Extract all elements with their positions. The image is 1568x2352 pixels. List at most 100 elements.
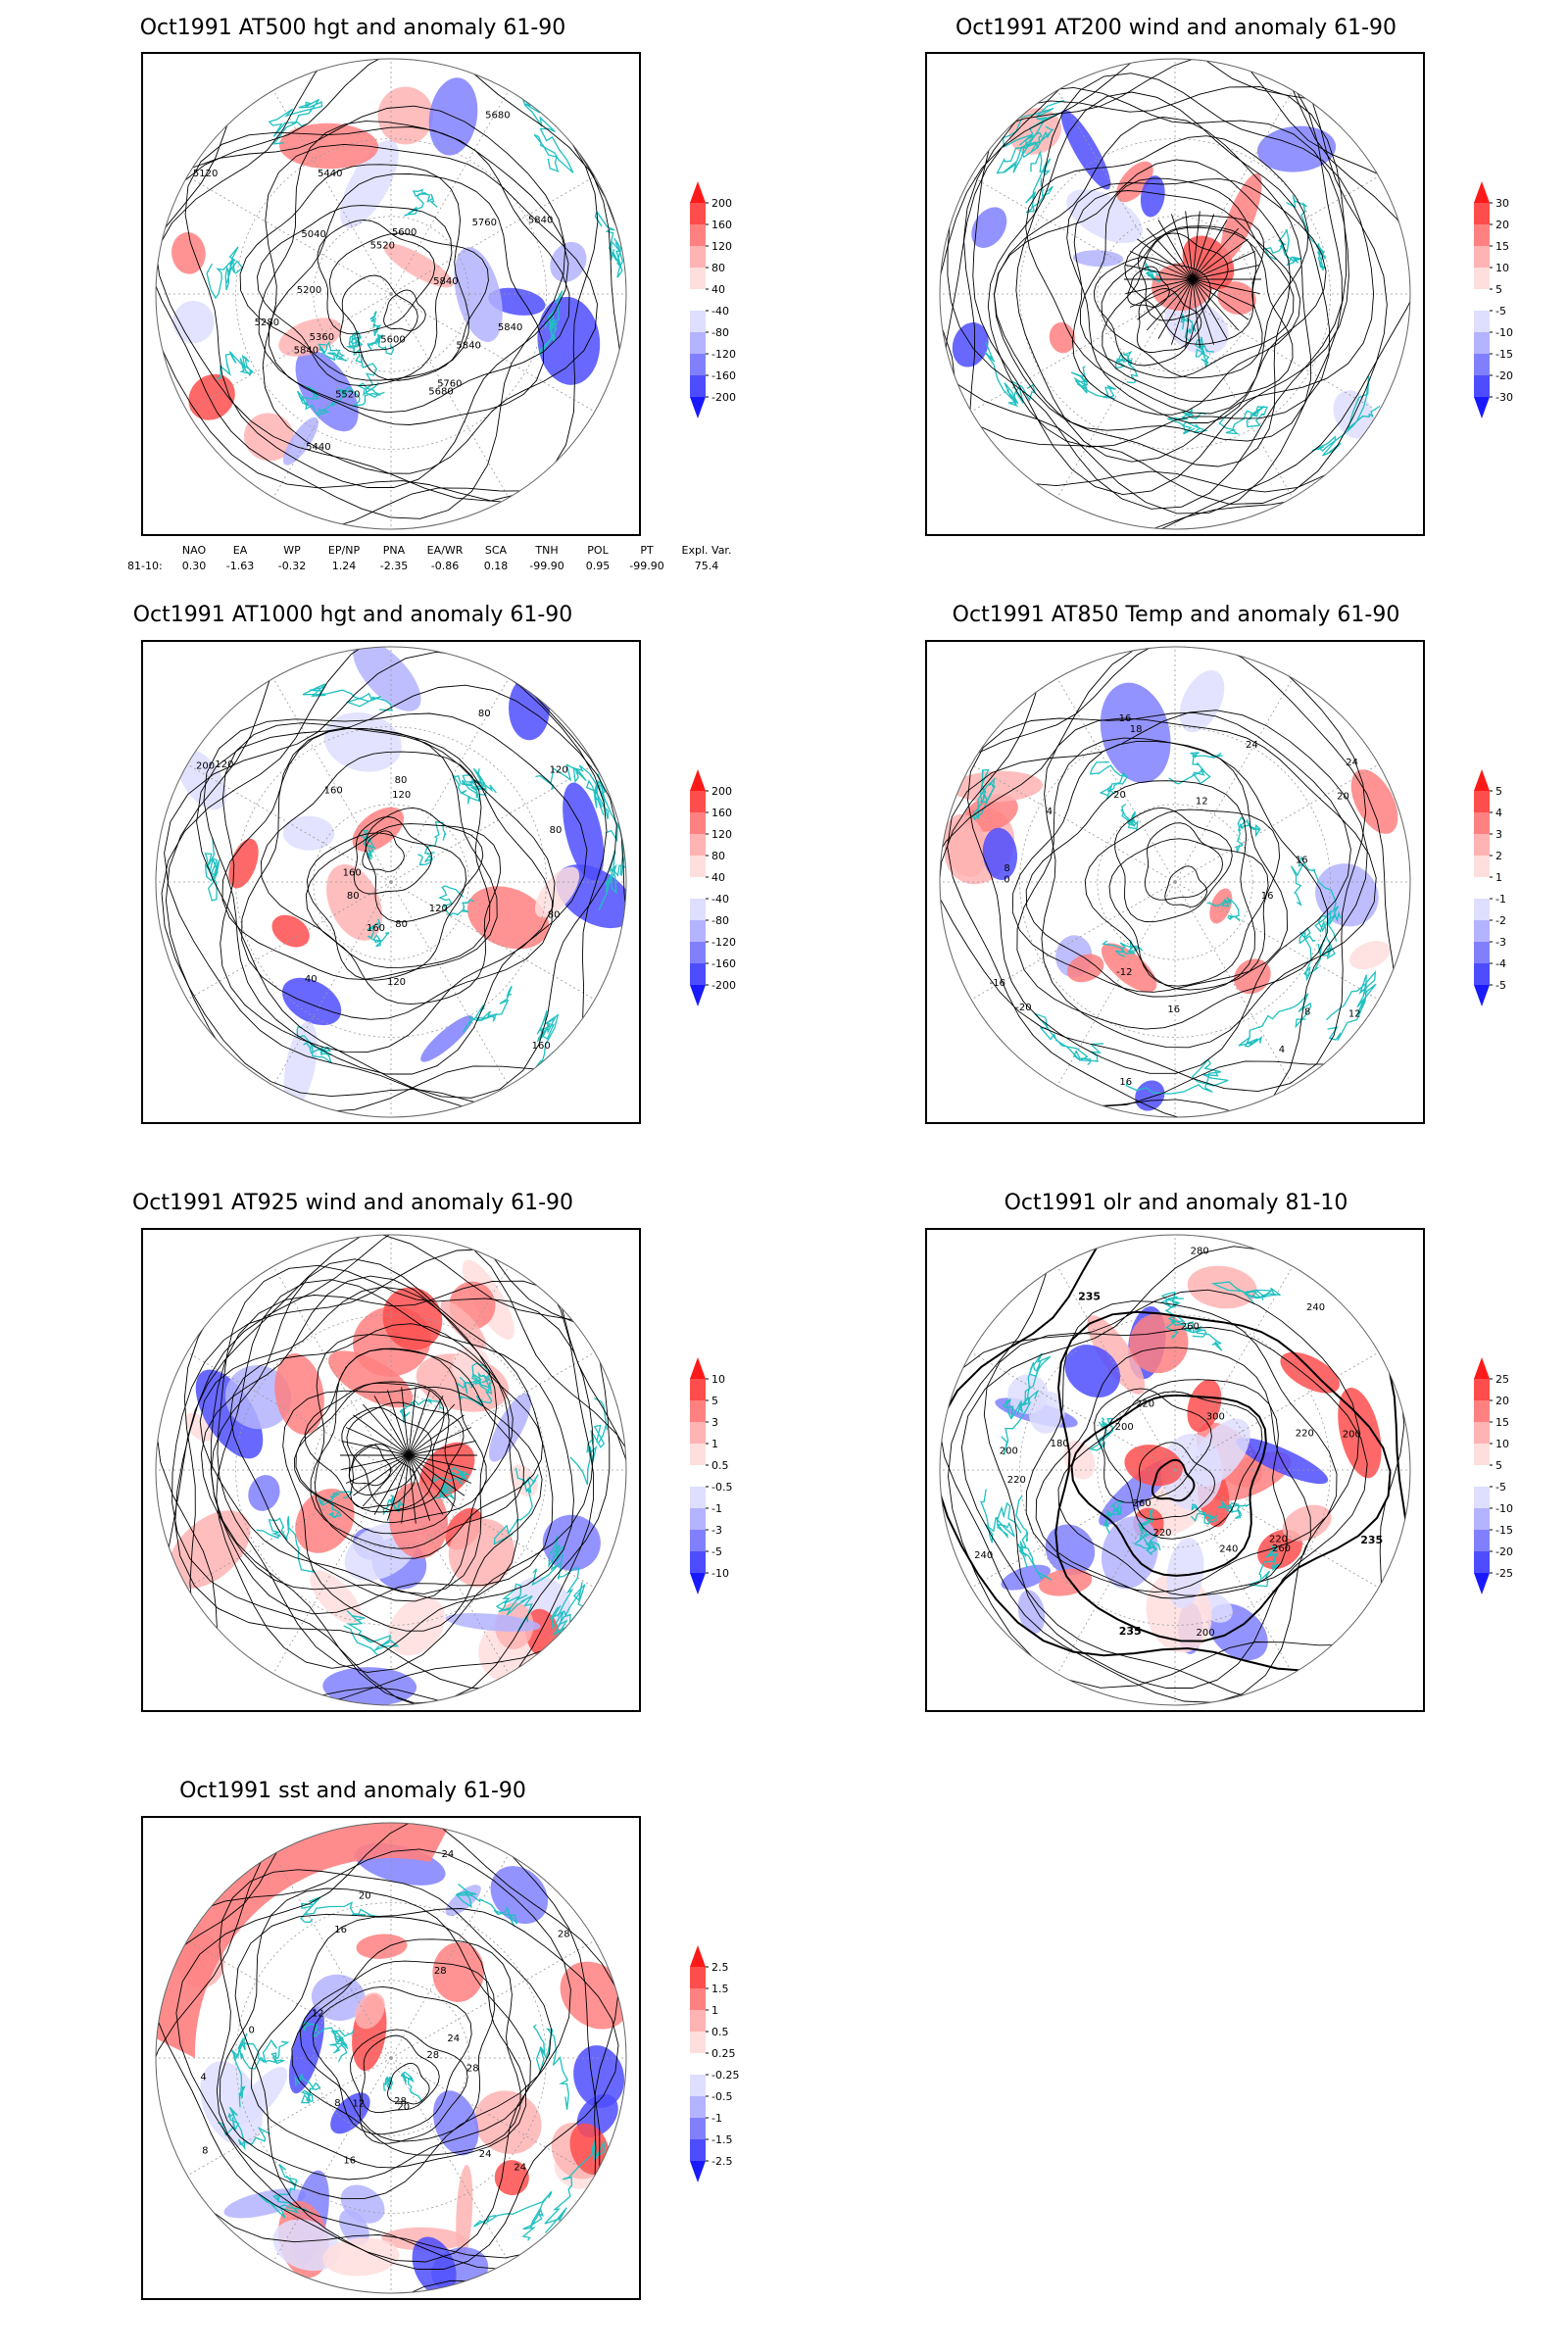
- latitude-circle: [235, 138, 547, 450]
- contour-label: 28: [466, 2064, 479, 2075]
- colorbar-label: -15: [1495, 1524, 1513, 1537]
- streamline: [304, 1382, 445, 1513]
- anomaly-shading: [534, 866, 580, 918]
- colorbar-olr: 25 20 15 10 5 -5 -10 -15 -20 -25: [1474, 1357, 1513, 1594]
- streamline: [408, 1454, 431, 1521]
- anomaly-shading: [982, 827, 1018, 881]
- colorbar-label: -200: [711, 979, 736, 992]
- anomaly-shading: [382, 1287, 443, 1350]
- colorbar-label: 25: [1495, 1373, 1509, 1386]
- contour-label: 8: [1004, 863, 1009, 874]
- contour-label: 80: [478, 709, 491, 719]
- coastline: [531, 1535, 580, 1617]
- map-sst: 28 24 24 20 28 16 12 8 8 4 0 12 16 20 24 28 28 24 28: [141, 1816, 641, 2300]
- streamline: [1192, 238, 1249, 280]
- contour-label: 180: [1051, 1439, 1069, 1449]
- contour-label: 5680: [485, 111, 510, 122]
- colorbar-segment: [690, 397, 706, 418]
- latitude-circle: [313, 1980, 469, 2136]
- colorbar-label: -20: [1495, 1545, 1513, 1558]
- latitude-circle: [235, 1314, 547, 1626]
- streamline: [314, 1334, 544, 1559]
- contour-label: 4: [200, 2072, 206, 2082]
- streamline: [229, 1323, 514, 1602]
- coastline: [1167, 408, 1208, 435]
- coastline: [301, 2021, 345, 2043]
- coastline: [1070, 366, 1116, 400]
- coastline: [996, 99, 1064, 174]
- coastline: [217, 2106, 270, 2151]
- colorbar-segment: [1474, 246, 1490, 268]
- anomaly-shading: [282, 815, 335, 851]
- colorbar-segment: [1474, 1444, 1490, 1465]
- contour-line: [257, 205, 453, 387]
- index-row-label: 81-10:: [127, 560, 163, 572]
- anomaly-shading: [1124, 1445, 1183, 1487]
- coastline: [268, 98, 323, 145]
- contour-line: [268, 173, 544, 425]
- coastline: [367, 918, 390, 948]
- colorbar-label: -15: [1495, 348, 1513, 361]
- anomaly-shading: [340, 2184, 385, 2224]
- anomaly-shading: [494, 2160, 529, 2196]
- contour-label: 16: [1119, 1077, 1132, 1088]
- contour-label: 5840: [498, 322, 522, 333]
- colorbar-temp850: 5 4 3 2 1 -1 -2 -3 -4 -5: [1474, 769, 1506, 1006]
- colorbar-hgt1000: 200 160 120 80 40 -40 -80 -120 -160 -200: [690, 769, 736, 1006]
- index-value: -0.32: [277, 560, 307, 572]
- colorbar-label: -5: [1495, 305, 1506, 318]
- colorbar-label: 3: [711, 1416, 718, 1429]
- coastline: [404, 188, 438, 217]
- coastline: [1210, 1281, 1281, 1304]
- colorbar-segment: [690, 1508, 706, 1530]
- colorbar-wind925: 10 5 3 1 0.5 -0.5 -1 -3 -5 -10: [690, 1357, 732, 1594]
- anomaly-shading: [963, 794, 1018, 832]
- colorbar-label: -2.5: [711, 2155, 732, 2168]
- colorbar-segment: [690, 354, 706, 375]
- streamline: [1185, 278, 1194, 348]
- contour-label: 200: [196, 760, 215, 771]
- colorbar-segment: [690, 2032, 706, 2053]
- colorbar-label: 80: [711, 850, 725, 862]
- contour-label: 5040: [301, 229, 325, 240]
- streamline: [408, 1440, 476, 1456]
- contour-line: [353, 816, 432, 895]
- streamline: [401, 1454, 410, 1524]
- streamline: [1192, 214, 1215, 280]
- colorbar-segment: [1474, 920, 1490, 942]
- coastline: [258, 2164, 314, 2219]
- streamline: [1192, 264, 1260, 280]
- anomaly-shading: [282, 416, 318, 466]
- anomaly-shading: [1140, 175, 1165, 218]
- coastline: [256, 1516, 316, 1574]
- contour-label: 24: [447, 2034, 460, 2044]
- anomaly-shading: [200, 2061, 263, 2146]
- index-value: 0.30: [181, 560, 207, 572]
- anomaly-shading: [454, 247, 503, 343]
- index-value: 0.18: [483, 560, 509, 572]
- coastline: [1249, 1544, 1282, 1588]
- contour-label: 235: [1078, 1291, 1101, 1303]
- anomaly-shading: [445, 1613, 541, 1632]
- colorbar-label: 10: [1495, 262, 1509, 274]
- coastline: [1206, 896, 1241, 922]
- colorbar-segment: [690, 289, 706, 311]
- contour-label: 12: [312, 2008, 324, 2019]
- coastline: [317, 341, 348, 363]
- anomaly-shading: [1116, 161, 1153, 203]
- panel-title-wind200: Oct1991 AT200 wind and anomaly 61-90: [955, 16, 1397, 40]
- contour-label: 0: [249, 2026, 255, 2036]
- streamline: [987, 91, 1331, 448]
- coastline: [1290, 856, 1342, 922]
- contour-label: 5520: [335, 390, 360, 401]
- anomaly-shading: [473, 2090, 542, 2155]
- streamline: [1127, 266, 1170, 308]
- coastline: [1120, 804, 1139, 831]
- contour-label: 235: [1119, 1625, 1142, 1638]
- map-boundary: [939, 1234, 1411, 1706]
- contour-label: 20: [1113, 790, 1126, 801]
- colorbar-segment: [1474, 1379, 1490, 1400]
- colorbar-label: 15: [1495, 240, 1509, 253]
- streamline: [282, 1386, 543, 1632]
- anomaly-shading: [176, 749, 227, 810]
